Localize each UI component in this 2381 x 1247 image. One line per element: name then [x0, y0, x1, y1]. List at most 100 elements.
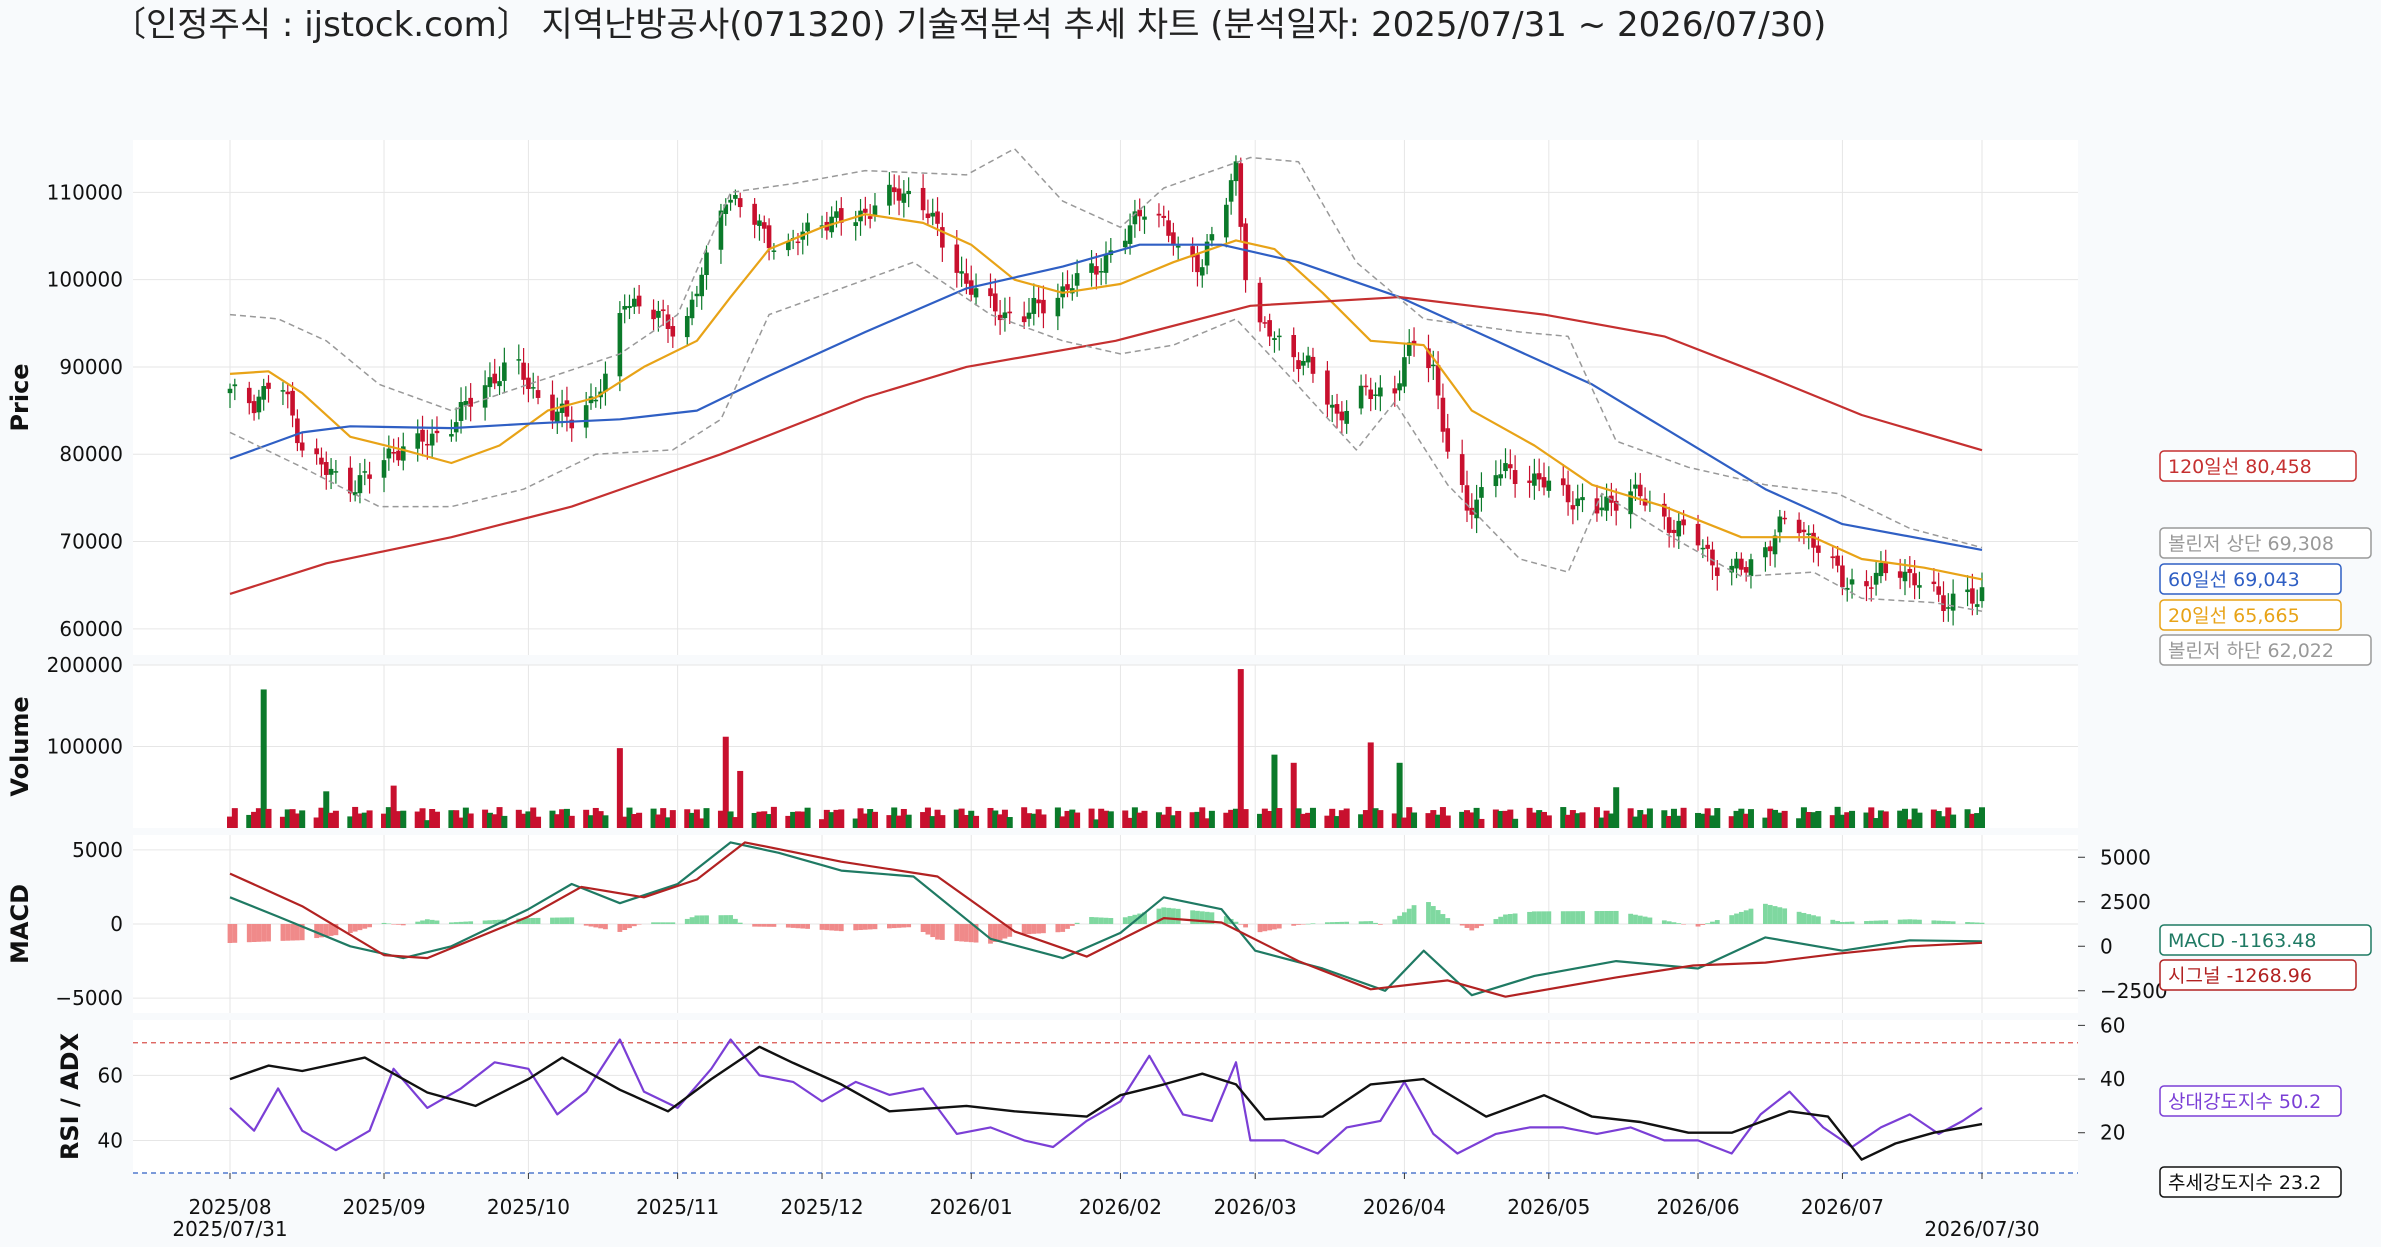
candle-body: [502, 362, 507, 381]
macd-histogram-bar: [1531, 911, 1537, 924]
volume-bar: [819, 819, 826, 828]
candle-body: [1175, 245, 1181, 248]
volume-axis-label: Volume: [6, 696, 34, 796]
candle-body: [1426, 348, 1431, 369]
macd-histogram-bar: [1166, 907, 1171, 924]
volume-bar: [1401, 817, 1408, 828]
macd-ytick-left: 0: [110, 912, 123, 936]
macd-histogram-bar: [497, 919, 502, 924]
macd-histogram-bar: [853, 924, 859, 931]
macd-histogram-bar: [1305, 923, 1311, 925]
volume-bar: [1531, 812, 1538, 828]
volume-bar: [997, 814, 1004, 828]
volume-bar: [1074, 812, 1081, 828]
xtick-label: 2026/03: [1214, 1195, 1297, 1219]
macd-histogram-bar: [1743, 910, 1749, 924]
volume-bar: [1796, 818, 1803, 828]
volume-bar: [587, 815, 594, 828]
volume-bar: [279, 816, 286, 828]
candle-body: [1878, 562, 1884, 577]
candle-body: [1055, 297, 1061, 317]
volume-bar: [1666, 815, 1673, 828]
candle-body: [1122, 240, 1128, 248]
macd-histogram-bar: [386, 923, 392, 925]
candle-body: [1613, 500, 1619, 511]
macd-histogram-bar: [752, 924, 758, 927]
volume-bar: [352, 806, 359, 828]
macd-histogram-bar: [1729, 915, 1735, 924]
macd-histogram-bar: [1936, 920, 1942, 924]
candle-body: [463, 401, 469, 406]
macd-histogram-bar: [554, 917, 560, 924]
volume-bar: [251, 811, 258, 828]
volume-bar: [1064, 810, 1071, 828]
adx-line: [229, 1045, 1983, 1161]
candle-body: [1435, 365, 1441, 396]
rsi-axis-label: RSI / ADX: [56, 1032, 84, 1160]
macd-histogram-bar: [1026, 924, 1032, 935]
volume-bar: [554, 814, 561, 828]
candle-body: [535, 390, 541, 398]
candle-body: [1305, 355, 1311, 363]
candle-body: [1565, 484, 1571, 503]
candle-body: [285, 391, 291, 395]
macd-histogram-bar: [665, 922, 671, 924]
volume-bar: [838, 809, 845, 828]
volume-bar: [535, 816, 542, 828]
macd-histogram-bar: [1738, 911, 1744, 924]
candle-body: [1171, 232, 1176, 246]
candle-body: [266, 382, 271, 389]
macd-histogram-bar: [367, 924, 372, 928]
legend-badge-box: [2159, 563, 2342, 595]
volume-bar: [900, 808, 907, 828]
candle-body: [1835, 555, 1840, 566]
volume-bar: [804, 807, 811, 828]
candle-body: [1103, 254, 1109, 273]
candle-body: [227, 388, 233, 394]
macd-histogram-bar: [901, 924, 907, 928]
candle-body: [838, 208, 844, 223]
macd-histogram-bar: [1498, 916, 1504, 924]
macd-histogram-bar: [1479, 924, 1484, 926]
macd-histogram-bar: [352, 924, 358, 932]
macd-histogram-bar: [1195, 910, 1200, 924]
macd-histogram-bar: [1748, 908, 1754, 924]
volume-bar: [867, 809, 874, 828]
macd-histogram-bar: [761, 924, 767, 927]
macd-histogram-bar: [1965, 922, 1970, 924]
volume-bar: [482, 809, 489, 828]
candle-body: [1912, 573, 1917, 586]
macd-histogram-bar: [1580, 911, 1585, 924]
volume-bar: [520, 813, 527, 828]
adx-ytick-right: 60: [2100, 1013, 2125, 1037]
volume-bar: [1290, 762, 1297, 828]
volume-bar: [1406, 807, 1413, 828]
volume-bar: [1603, 810, 1610, 828]
macd-histogram-bar: [1209, 912, 1215, 924]
candle-body: [872, 205, 878, 217]
volume-bar: [1242, 809, 1249, 828]
candle-body: [1257, 282, 1263, 323]
macd-histogram-bar: [266, 924, 271, 942]
candle-body: [632, 298, 637, 307]
macd-histogram-bar: [1262, 924, 1268, 932]
macd-histogram-bar: [492, 919, 498, 924]
macd-histogram-bar: [458, 921, 464, 924]
macd-histogram-bar: [391, 924, 397, 925]
candle-body: [1089, 263, 1094, 273]
volume-bar: [737, 770, 744, 828]
candle-body: [1392, 388, 1398, 394]
macd-histogram-bar: [521, 918, 527, 924]
volume-bar: [684, 809, 691, 828]
candle-body: [752, 203, 757, 225]
candle-body: [468, 397, 473, 407]
candle-body: [256, 396, 262, 413]
volume-bar: [1877, 810, 1884, 828]
candle-body: [1897, 571, 1903, 578]
volume-bar: [1507, 809, 1514, 828]
candle-body: [1965, 589, 1970, 593]
volume-bar: [1006, 817, 1013, 828]
candle-body: [1676, 520, 1682, 537]
volume-bar: [1343, 808, 1350, 828]
rsi-ytick-left: 40: [98, 1128, 123, 1152]
